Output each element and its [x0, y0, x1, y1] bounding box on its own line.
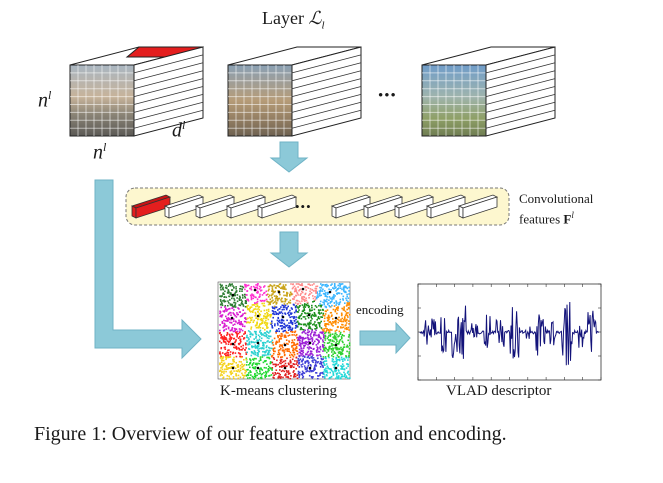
encoding-label: encoding — [356, 302, 404, 317]
conv-features-line1: Convolutional — [519, 191, 594, 206]
dim-n-vertical-sup: l — [48, 88, 52, 102]
dim-d-base: d — [172, 119, 182, 142]
conv-features-label: Convolutional features Fl — [519, 191, 593, 227]
cube-3-grid — [422, 65, 486, 136]
conv-features-sup: l — [571, 210, 574, 220]
feature-vector-1 — [130, 194, 172, 219]
dim-n-horizontal-base: n — [93, 141, 103, 164]
dim-n-horizontal: nl — [93, 140, 106, 165]
dim-n-vertical-base: n — [38, 89, 48, 112]
arrow-down-1 — [269, 141, 309, 173]
vlad-signal — [419, 301, 599, 366]
feature-cube-2 — [227, 46, 362, 137]
feature-vector-7 — [362, 194, 404, 219]
cubes-ellipsis: ••• — [378, 88, 397, 104]
cube-1-grid — [70, 65, 134, 136]
layer-title-prefix: Layer — [262, 8, 309, 28]
feature-vector-8 — [393, 194, 435, 219]
layer-subscript: l — [321, 19, 325, 32]
cube-1-slices — [133, 54, 204, 129]
cube-2-slices — [291, 54, 362, 129]
feature-cube-3 — [421, 46, 556, 137]
dim-d: dl — [172, 118, 185, 143]
layer-symbol: ℒ — [308, 8, 322, 29]
feature-vector-5 — [256, 194, 298, 219]
cube-3-slices — [485, 54, 556, 129]
conv-features-line2: features Fl — [519, 207, 593, 227]
feature-vectors — [130, 194, 499, 219]
dim-d-sup: l — [182, 118, 186, 132]
features-ellipsis: ••• — [295, 199, 312, 214]
cube-2-grid — [228, 65, 292, 136]
dim-n-horizontal-sup: l — [103, 140, 107, 154]
feature-cube-1 — [69, 46, 204, 137]
kmeans-plot — [217, 281, 351, 380]
vlad-plot — [417, 283, 602, 381]
conv-features-symbol: F — [563, 211, 572, 227]
dim-n-vertical: nl — [38, 88, 51, 113]
layer-title: Layer ℒl — [262, 8, 325, 32]
figure-caption: Figure 1: Overview of our feature extrac… — [34, 423, 507, 445]
conv-features-word: features — [519, 211, 564, 227]
feature-vector-10 — [457, 194, 499, 219]
feature-vector-9 — [425, 194, 467, 219]
arrow-encoding — [359, 321, 411, 355]
arrow-down-2 — [269, 231, 309, 268]
kmeans-label: K-means clustering — [220, 383, 338, 399]
vlad-label: VLAD descriptor — [446, 383, 552, 399]
arrow-l-shape — [94, 179, 202, 360]
